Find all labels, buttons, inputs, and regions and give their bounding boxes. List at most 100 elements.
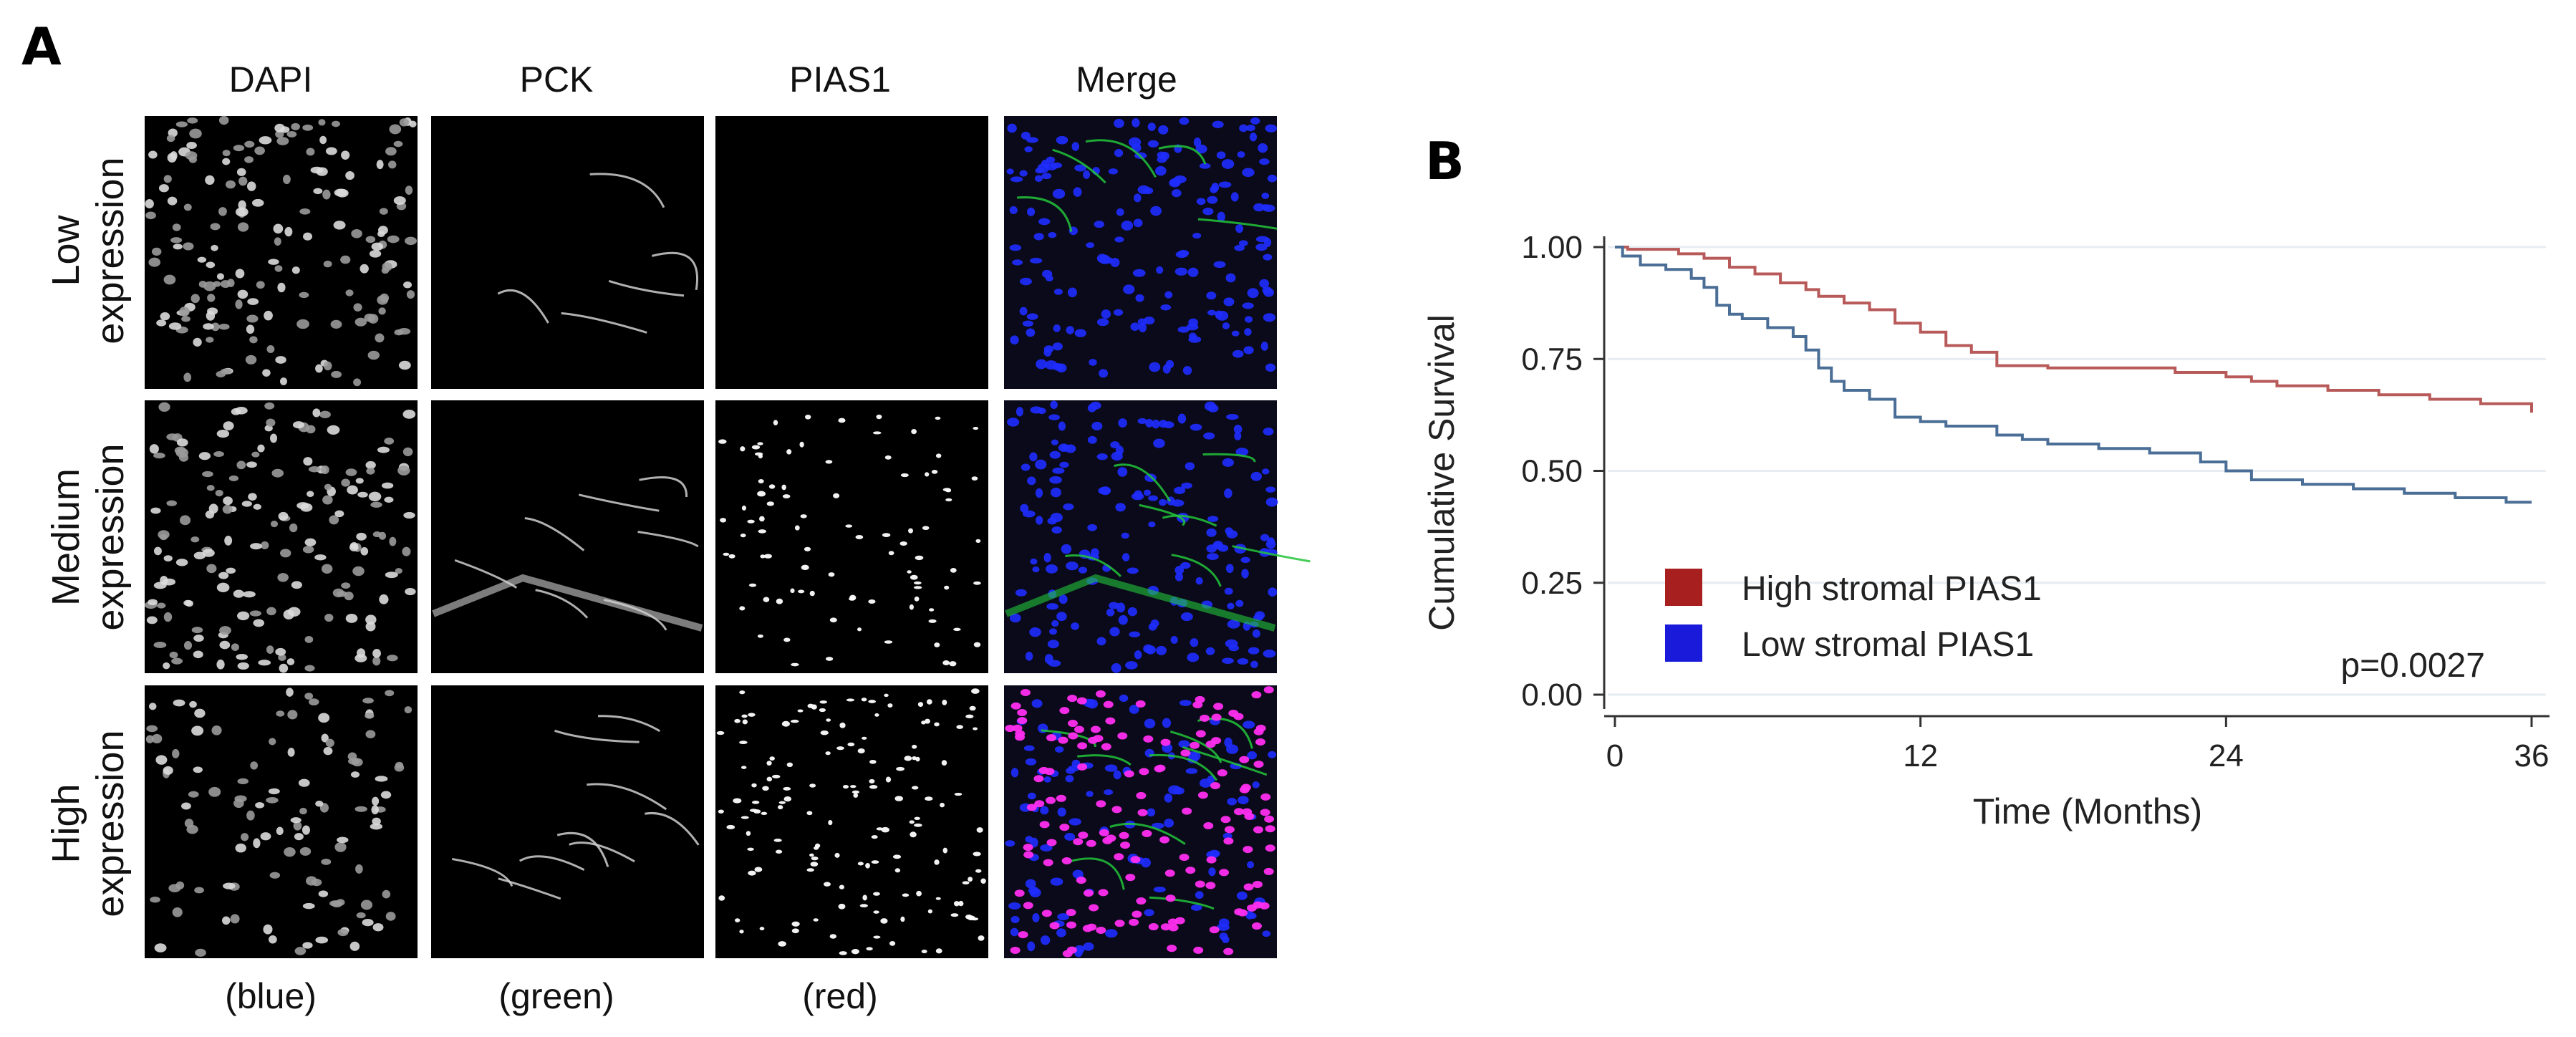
keratin-strand — [651, 251, 698, 291]
nucleus — [206, 261, 216, 269]
nucleus — [1118, 418, 1127, 428]
nucleus — [1199, 163, 1211, 169]
nucleus — [269, 433, 278, 443]
keratin-strand — [1109, 822, 1186, 845]
nucleus — [218, 324, 230, 330]
nucleus — [1090, 548, 1099, 557]
nucleus — [1155, 165, 1167, 176]
nucleus — [190, 536, 200, 543]
nucleus — [148, 599, 158, 606]
nucleus — [1265, 124, 1278, 132]
nucleus — [216, 582, 230, 593]
nucleus — [1192, 233, 1202, 239]
nucleus — [1233, 425, 1243, 434]
pias1-signal — [828, 819, 833, 826]
nucleus — [159, 534, 168, 541]
nucleus — [1186, 323, 1199, 331]
nucleus — [250, 543, 262, 550]
nucleus — [206, 485, 215, 491]
nucleus — [163, 662, 170, 670]
nucleus — [266, 418, 276, 427]
legend-label-low: Low stromal PIAS1 — [1742, 626, 2034, 664]
pias1-signal — [925, 718, 930, 724]
pias1-signal — [954, 792, 963, 796]
nucleus — [1227, 619, 1240, 629]
pias1-signal — [873, 935, 881, 939]
nucleus — [304, 693, 314, 700]
nucleus — [291, 122, 300, 130]
pias1-signal — [915, 555, 924, 561]
nucleus — [155, 755, 168, 765]
pias1-signal — [1018, 931, 1028, 939]
nucleus — [1178, 249, 1190, 257]
nucleus — [266, 645, 274, 654]
nucleus — [1045, 275, 1053, 281]
nucleus — [405, 587, 416, 596]
nucleus — [1025, 836, 1033, 843]
nucleus — [1237, 657, 1249, 665]
nucleus — [1029, 257, 1043, 264]
pias1-signal — [1033, 775, 1044, 783]
pias1-signal — [908, 528, 913, 534]
nucleus — [175, 448, 189, 458]
nucleus — [322, 189, 331, 200]
nucleus — [1171, 189, 1182, 198]
nucleus — [193, 551, 206, 560]
nucleus — [325, 738, 334, 748]
pias1-signal — [825, 657, 834, 661]
keratin-strand — [597, 715, 661, 733]
keratin-strand — [1017, 196, 1073, 232]
pias1-signal — [1264, 815, 1275, 823]
nucleus — [235, 207, 249, 217]
nucleus — [228, 475, 239, 481]
nucleus — [385, 147, 397, 156]
nucleus — [1263, 313, 1276, 322]
nucleus — [1226, 413, 1239, 420]
nucleus — [360, 547, 369, 556]
nucleus — [222, 158, 231, 165]
nucleus — [274, 265, 283, 272]
nucleus — [1121, 553, 1130, 561]
pias1-signal — [1010, 946, 1021, 954]
pias1-signal — [876, 414, 882, 420]
nucleus — [156, 319, 167, 327]
nucleus — [145, 735, 154, 743]
nucleus — [341, 478, 350, 487]
channel-label-green: (green) — [498, 976, 614, 1016]
nucleus — [369, 250, 382, 258]
pias1-signal — [1255, 738, 1266, 746]
nucleus — [385, 571, 398, 579]
keratin-strand — [1171, 554, 1222, 587]
pias1-signal — [912, 744, 917, 749]
nucleus — [1091, 421, 1103, 431]
nucleus — [1007, 123, 1017, 133]
nucleus — [215, 489, 223, 497]
pias1-signal — [1203, 822, 1214, 830]
nucleus — [1265, 497, 1278, 507]
pias1-signal — [934, 859, 940, 865]
nucleus — [1150, 206, 1162, 216]
nucleus — [1144, 909, 1154, 917]
legend-swatch-low — [1665, 624, 1702, 662]
pias1-signal — [1049, 922, 1060, 930]
nucleus — [193, 337, 202, 347]
pias1-signal — [950, 567, 957, 573]
pias1-signal — [942, 847, 947, 854]
pias1-signal — [1125, 874, 1136, 882]
pias1-signal — [746, 831, 751, 836]
pias1-signal — [956, 725, 963, 729]
nucleus — [329, 900, 342, 907]
pias1-signal — [968, 877, 973, 882]
nucleus — [365, 730, 376, 738]
nucleus — [1217, 544, 1229, 552]
pias1-signal — [1213, 703, 1224, 710]
nucleus — [395, 568, 402, 574]
pias1-signal — [958, 900, 964, 907]
pias1-signal — [728, 554, 735, 559]
nucleus — [1242, 302, 1254, 309]
keratin-strand — [1232, 545, 1311, 563]
legend-swatch-high — [1665, 569, 1702, 606]
row-label-medium-line2: expression — [89, 443, 132, 630]
nucleus — [354, 317, 367, 327]
nucleus — [1026, 328, 1036, 337]
